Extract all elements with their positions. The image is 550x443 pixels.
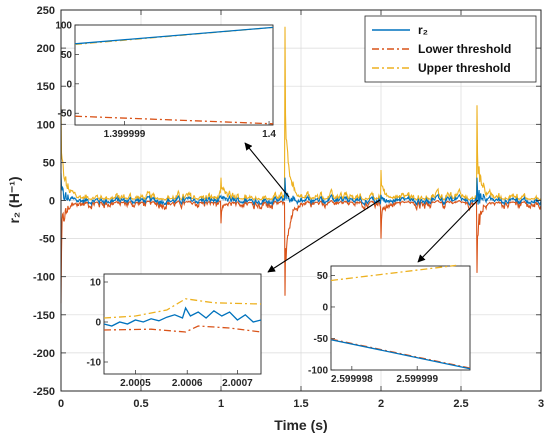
y-axis-label: r₂ (H⁻¹) [6, 176, 22, 223]
inset-x-tick-label: 1.4 [262, 129, 276, 140]
inset-upper-threshold-line [103, 298, 262, 319]
inset-y-tick-label: -100 [308, 366, 328, 377]
y-tick-label: 200 [37, 43, 55, 55]
inset-y-tick-label: 100 [55, 21, 72, 32]
inset-frame [103, 273, 262, 375]
inset-y-tick-label: -50 [314, 334, 329, 345]
x-tick-label: 0.5 [133, 398, 148, 410]
inset-x-tick-label: 1.399999 [104, 129, 146, 140]
x-tick-label: 2 [378, 398, 384, 410]
x-tick-label: 3 [538, 398, 544, 410]
y-tick-label: 50 [43, 157, 55, 169]
legend-label: Lower threshold [418, 42, 511, 56]
y-tick-labels: -250 -200 -150 -100 -50 0 50 100 150 200 250 [33, 5, 55, 398]
x-tick-label: 0 [58, 398, 64, 410]
inset-x-tick-label: 2.599999 [396, 374, 438, 385]
zoom-arrows [244, 142, 479, 273]
inset-y-tick-label: 0 [322, 302, 328, 313]
y-tick-label: 0 [49, 196, 55, 208]
inset-2: 10 0 -10 2.0005 2.0006 2.0007 [87, 273, 262, 389]
inset-frame [330, 265, 471, 371]
x-axis-label: Time (s) [274, 417, 327, 433]
inset-y-tick-label: 50 [317, 271, 329, 282]
y-tick-label: 150 [37, 81, 55, 93]
inset-x-tick-label: 2.0006 [172, 378, 203, 389]
legend-label: Upper threshold [418, 61, 511, 75]
plot-traces [60, 26, 542, 304]
zoom-arrow [244, 142, 290, 198]
series-upper-threshold-line [60, 26, 542, 201]
inset-x-tick-label: 2.599998 [331, 374, 373, 385]
inset-frame [74, 24, 274, 126]
x-tick-label: 1 [218, 398, 224, 410]
inset-y-tick-label: 10 [90, 278, 102, 289]
inset-lower-threshold-line [74, 115, 274, 125]
y-tick-label: -50 [39, 234, 55, 246]
inset-1: 100 50 0 -50 1.399999 1.4 [55, 21, 276, 141]
y-tick-label: 100 [37, 119, 55, 131]
series-r2-line [60, 173, 542, 207]
x-tick-labels: 0 0.5 1 1.5 2 2.5 3 [58, 398, 544, 410]
inset-y-tick-label: 0 [66, 79, 72, 90]
x-tick-label: 2.5 [453, 398, 468, 410]
y-tick-label: -250 [33, 386, 55, 398]
inset-y-tick-label: -50 [58, 109, 73, 120]
inset-r2-line [330, 339, 471, 370]
inset-y-tick-label: 50 [61, 50, 73, 61]
x-tick-label: 1.5 [293, 398, 308, 410]
inset-r2-line [74, 26, 274, 45]
y-tick-label: 250 [37, 5, 55, 17]
y-tick-label: -200 [33, 348, 55, 360]
legend-label: r₂ [418, 23, 428, 37]
y-tick-label: -150 [33, 310, 55, 322]
inset-x-tick-label: 2.0007 [222, 378, 253, 389]
inset-y-tick-label: 0 [95, 318, 101, 329]
zoom-arrow [267, 199, 381, 273]
y-tick-label: -100 [33, 272, 55, 284]
inset-r2-line [103, 306, 262, 327]
axis-ticks [60, 9, 542, 392]
zoom-arrow [417, 199, 479, 263]
inset-y-tick-label: -10 [87, 358, 102, 369]
inset-upper-threshold-line [330, 264, 457, 282]
legend: r₂ Lower threshold Upper threshold [364, 15, 537, 83]
inset-x-tick-label: 2.0005 [120, 378, 151, 389]
series-lower-threshold-line [60, 199, 542, 304]
